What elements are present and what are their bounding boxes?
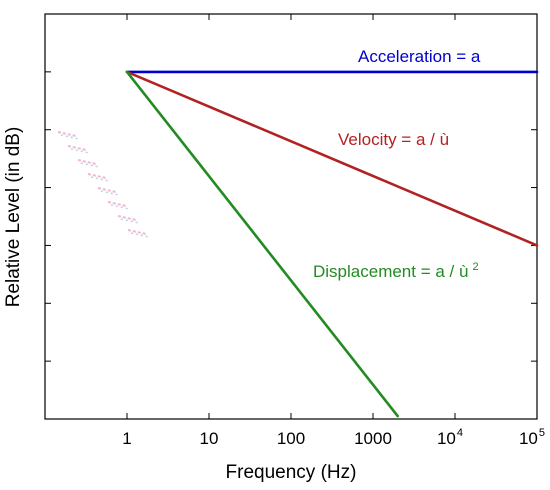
artifact-dash-pink-3 (87, 173, 107, 179)
artifact-dash-blue-7 (130, 232, 150, 238)
x-tick-label-base-4: 10 (437, 429, 456, 448)
decorative-dash-pattern (57, 131, 150, 238)
x-axis-ticks: 1 10 100 1000 104 105 (122, 14, 545, 448)
artifact-dash-pink-2 (77, 159, 97, 165)
series-line-velocity (125, 70, 539, 247)
y-axis-title: Relative Level (in dB) (3, 127, 24, 308)
x-tick-label-exp-4: 4 (457, 427, 463, 439)
series-label-displacement: Displacement = a / ù 2 (313, 261, 479, 281)
artifact-dash-blue-2 (80, 162, 100, 168)
artifact-dash-blue-0 (60, 134, 80, 140)
artifact-dash-blue-5 (110, 204, 130, 210)
x-tick-label-1: 10 (200, 429, 219, 448)
x-axis-title: Frequency (Hz) (226, 462, 357, 483)
series-line-displacement (125, 70, 400, 418)
artifact-dash-blue-3 (90, 176, 110, 182)
x-tick-label-base-1: 10 (200, 429, 219, 448)
series-label-velocity: Velocity = a / ù (338, 130, 449, 149)
x-tick-label-2: 100 (277, 429, 305, 448)
x-tick-label-base-5: 10 (519, 429, 538, 448)
x-tick-label-base-3: 1000 (354, 429, 392, 448)
artifact-dash-pink-5 (107, 201, 127, 207)
artifact-dash-pink-7 (127, 229, 147, 235)
x-tick-label-0: 1 (122, 429, 131, 448)
artifact-dash-pink-1 (67, 145, 87, 151)
artifact-dash-pink-0 (57, 131, 77, 137)
artifact-dash-blue-4 (100, 190, 120, 196)
series-label-acceleration: Acceleration = a (358, 47, 481, 66)
artifact-dash-blue-1 (70, 148, 90, 154)
x-tick-label-3: 1000 (354, 429, 392, 448)
y-axis-ticks (45, 71, 537, 362)
x-tick-label-5: 105 (519, 427, 545, 448)
series-label-displacement-text: Displacement = a / ù (313, 262, 468, 281)
x-tick-label-base-0: 1 (122, 429, 131, 448)
series-label-displacement-sup: 2 (472, 261, 478, 273)
artifact-dash-blue-6 (120, 218, 140, 224)
artifact-dash-pink-6 (117, 215, 137, 221)
x-tick-label-base-2: 100 (277, 429, 305, 448)
x-tick-label-4: 104 (437, 427, 463, 448)
series-lines (125, 70, 539, 418)
artifact-dash-pink-4 (97, 187, 117, 193)
x-tick-label-exp-5: 5 (539, 427, 545, 439)
